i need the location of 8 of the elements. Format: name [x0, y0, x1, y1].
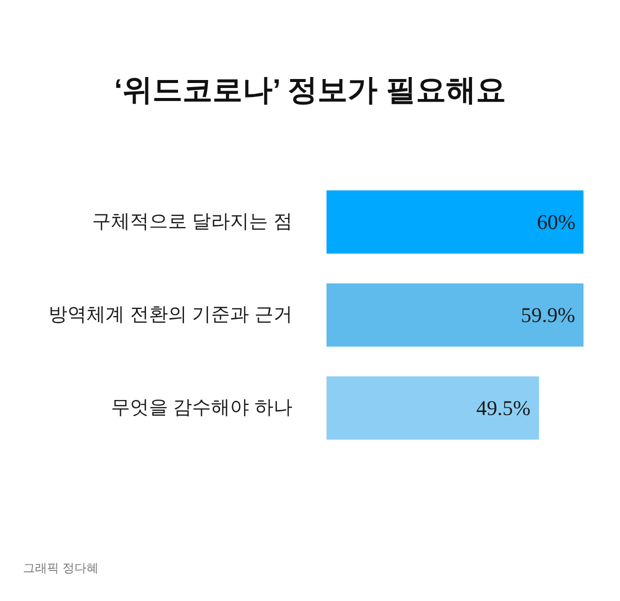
data-label: 59.9%: [520, 303, 576, 327]
chart-title: ‘위드코로나’ 정보가 필요해요: [114, 73, 506, 109]
data-label: 49.5%: [476, 396, 531, 420]
y-tick-label: 무엇을 감수해야 하나: [110, 398, 293, 418]
y-tick-label: 구체적으로 달라지는 점: [92, 212, 293, 232]
text: 그래픽 정다혜: [23, 560, 98, 577]
data-label: 60%: [537, 210, 576, 234]
y-tick-label: 방역체계 전환의 기준과 근거: [48, 304, 293, 326]
